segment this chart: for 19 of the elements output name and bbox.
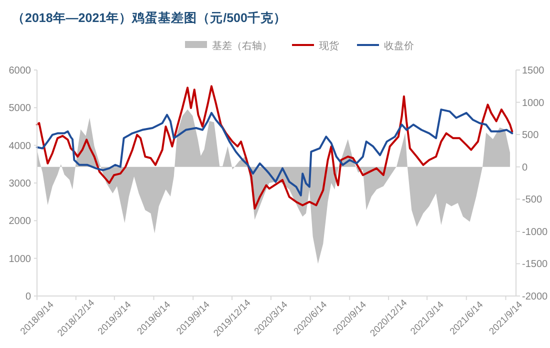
y-tick-label: 4000 [8, 140, 32, 152]
y2-tick-label: -2000 [522, 292, 548, 302]
legend-label: 收盘价 [384, 40, 414, 52]
y2-tick-label: 0 [522, 162, 528, 174]
y-tick-label: 1000 [8, 254, 32, 265]
y2-tick-label: 500 [522, 130, 540, 142]
legend-label: 基差（右轴） [212, 40, 272, 52]
y-tick-label: 6000 [8, 66, 32, 76]
y2-tick-label: -500 [522, 194, 542, 206]
y-tick-label: 5000 [8, 103, 32, 114]
y-tick-label: 2000 [8, 216, 32, 228]
y2-tick-label: 1500 [522, 66, 545, 76]
title: （2018年—2021年）鸡蛋基差图（元/500千克） [12, 11, 286, 25]
y2-tick-label: -1000 [522, 226, 548, 238]
y2-tick-label: 1000 [522, 98, 545, 109]
y-tick-label: 0 [25, 292, 32, 302]
y-tick-label: 3000 [8, 178, 32, 190]
y2-tick-label: -1500 [522, 259, 548, 270]
legend-label: 现货 [319, 40, 339, 52]
